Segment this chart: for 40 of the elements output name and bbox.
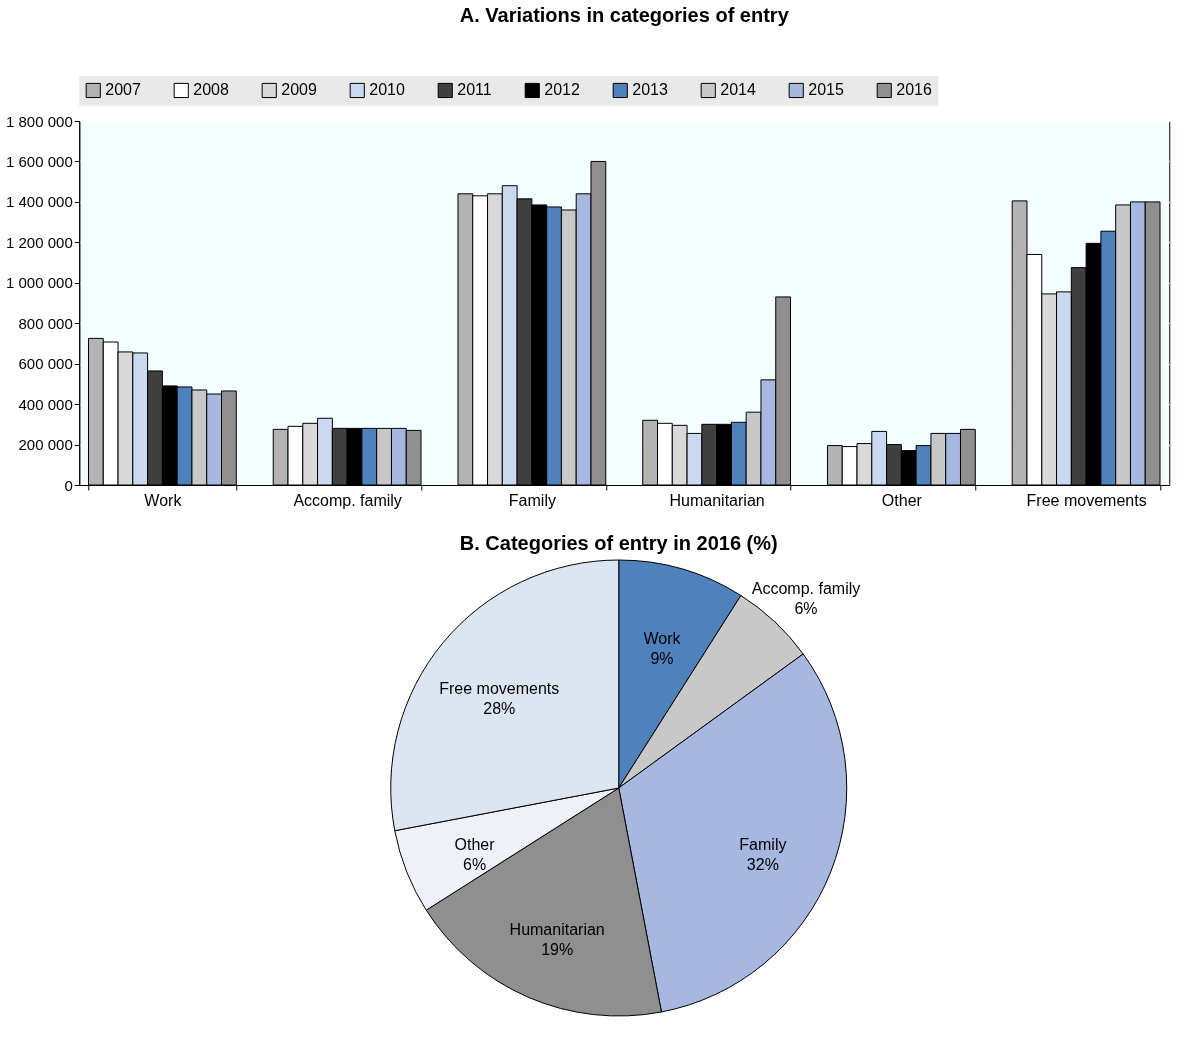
x-tick-label: Work (144, 491, 183, 509)
legend-label: 2012 (544, 81, 580, 99)
legend-label: 2016 (896, 81, 932, 99)
legend-label: 2009 (281, 81, 317, 99)
legend-label: 2011 (457, 81, 492, 99)
slice-label: Free movements (439, 680, 560, 698)
chart-title: A. Variations in categories of entry (459, 4, 790, 26)
x-tick-label: Accomp. family (293, 491, 402, 509)
legend-label: 2008 (193, 81, 229, 99)
y-tick-label: 200 000 (18, 436, 73, 454)
y-tick-label: 400 000 (18, 395, 73, 413)
slice-label: Humanitarian (509, 921, 605, 939)
slice-label: Other (454, 836, 496, 854)
x-tick-label: Free movements (1026, 491, 1147, 509)
data-label: 32% (746, 856, 779, 874)
y-tick-label: 800 000 (18, 314, 73, 332)
data-label: 28% (483, 700, 516, 718)
chart-title: B. Categories of entry in 2016 (%) (459, 532, 778, 554)
legend-label: 2015 (808, 81, 844, 99)
y-tick-label: 1 600 000 (6, 152, 73, 170)
legend-label: 2007 (105, 81, 141, 99)
x-tick-label: Other (881, 491, 923, 509)
y-tick-label: 1 000 000 (6, 274, 73, 292)
x-tick-label: Family (508, 491, 556, 509)
y-tick-label: 1 200 000 (6, 233, 73, 251)
x-tick-label: Humanitarian (669, 491, 765, 509)
y-tick-label: 1 400 000 (6, 193, 73, 211)
legend-label: 2014 (720, 81, 756, 99)
y-tick-label: 0 (64, 476, 73, 494)
y-tick-label: 600 000 (18, 355, 73, 373)
legend-label: 2013 (632, 81, 668, 99)
data-label: 19% (541, 941, 574, 959)
slice-label: Family (739, 836, 787, 854)
legend-label: 2010 (369, 81, 405, 99)
data-label: 6% (463, 856, 487, 874)
slice-label: Accomp. family (751, 579, 861, 597)
slice-label: Work (643, 630, 682, 648)
y-tick-label: 1 800 000 (6, 112, 73, 130)
data-label: 6% (794, 599, 818, 617)
data-label: 9% (650, 650, 674, 668)
